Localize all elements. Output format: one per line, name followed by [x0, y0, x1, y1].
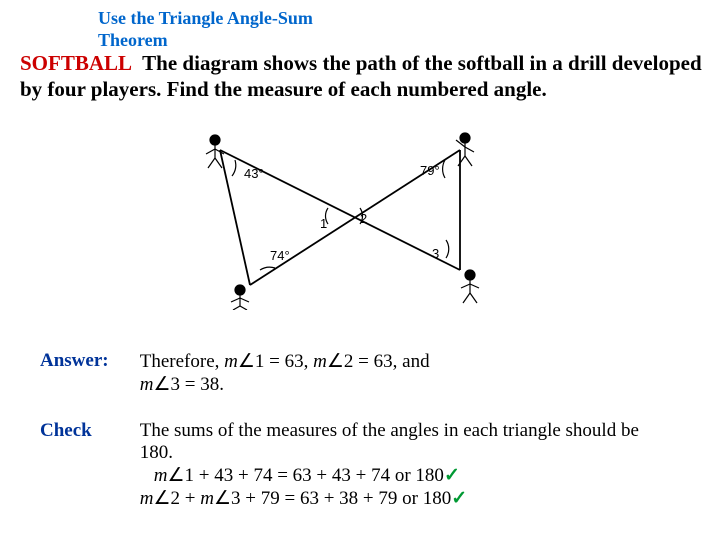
eq1m: m: [154, 465, 168, 486]
eq2a1: ∠: [153, 488, 170, 509]
ang2: ∠: [327, 351, 344, 372]
angle-79: 79°: [420, 163, 440, 178]
v3: 3 = 38.: [171, 374, 224, 395]
eq2m2: m: [200, 488, 214, 509]
check-mark-1: ✓: [444, 465, 460, 486]
answer-label: Answer:: [40, 350, 135, 372]
m1: m: [224, 351, 238, 372]
angle-3: 3: [432, 246, 439, 261]
check-block: Check The sums of the measures of the an…: [40, 420, 690, 510]
angle-43: 43°: [244, 166, 264, 181]
softball-label: SOFTBALL: [20, 51, 132, 75]
answer-text: Therefore, m∠1 = 63, m∠2 = 63, and m∠3 =…: [140, 350, 660, 396]
check-text: The sums of the measures of the angles i…: [140, 420, 660, 510]
softball-diagram: 43° 79° 74° 1 2 3: [160, 130, 540, 310]
angle-2: 2: [360, 211, 367, 226]
eq2m1: m: [140, 488, 154, 509]
ang1: ∠: [238, 351, 255, 372]
eq1a: ∠: [167, 465, 184, 486]
answer-block: Answer: Therefore, m∠1 = 63, m∠2 = 63, a…: [40, 350, 690, 396]
check-label: Check: [40, 420, 135, 442]
eq2r: 3 + 79 = 63 + 38 + 79 or 180: [231, 488, 451, 509]
answer-pre: Therefore,: [140, 351, 224, 372]
v2: 2 = 63, and: [344, 351, 430, 372]
angle-74: 74°: [270, 248, 290, 263]
m3: m: [140, 374, 154, 395]
m2: m: [313, 351, 327, 372]
ang3: ∠: [153, 374, 170, 395]
check-mark-2: ✓: [451, 488, 467, 509]
header-title: Use the Triangle Angle-Sum Theorem: [98, 8, 358, 51]
eq1r: 1 + 43 + 74 = 63 + 43 + 74 or 180: [185, 465, 444, 486]
problem-text: SOFTBALL The diagram shows the path of t…: [20, 50, 710, 103]
check-intro: The sums of the measures of the angles i…: [140, 420, 639, 463]
eq2a2: ∠: [214, 488, 231, 509]
eq2mid: 2 +: [171, 488, 201, 509]
v1: 1 = 63,: [255, 351, 313, 372]
angle-1: 1: [320, 216, 327, 231]
